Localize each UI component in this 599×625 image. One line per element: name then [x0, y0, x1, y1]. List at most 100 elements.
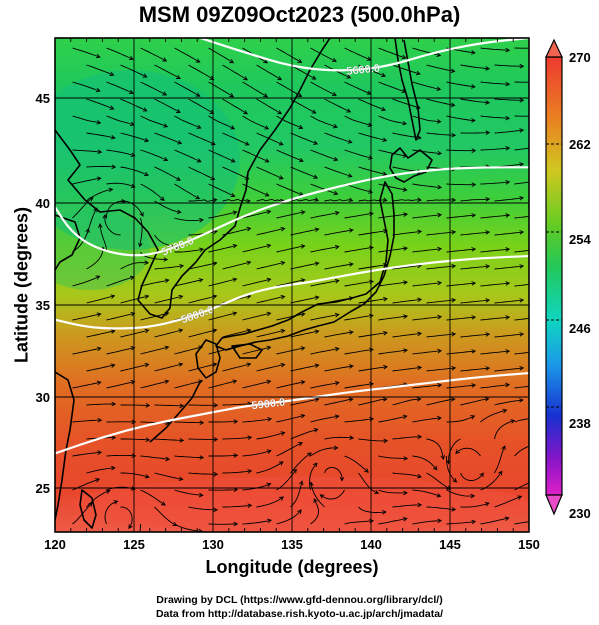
streamline [72, 347, 101, 355]
colorbar-tick-246: 246 [569, 321, 591, 336]
streamline-arrowhead [470, 415, 476, 420]
streamline-arrowhead [501, 445, 506, 451]
streamline-arrowhead [519, 128, 525, 133]
streamline [242, 244, 271, 253]
streamline [256, 329, 285, 338]
streamline-arrowhead [97, 223, 103, 228]
streamline [310, 212, 339, 219]
streamline-arrowhead [437, 348, 443, 354]
streamline-arrowhead [102, 213, 108, 219]
streamline-arrowhead [383, 330, 388, 336]
streamline [256, 132, 284, 146]
streamline [222, 132, 249, 146]
streamline [494, 445, 506, 474]
streamline-arrowhead [314, 363, 320, 368]
streamline [446, 214, 476, 219]
streamline [392, 504, 422, 508]
streamline-arrowhead [199, 455, 205, 460]
streamline [174, 217, 204, 222]
streamline [290, 98, 316, 114]
streamline [378, 315, 408, 321]
streamline [99, 224, 107, 253]
streamline [72, 47, 100, 58]
streamline [344, 455, 369, 473]
streamline-arrowhead [437, 150, 443, 156]
streamline [242, 81, 268, 98]
streamline-arrowhead [540, 114, 544, 118]
streamline [256, 198, 285, 202]
coast-china-south [55, 371, 75, 521]
streamline-arrowhead [374, 489, 380, 495]
streamline-arrowhead [451, 297, 457, 303]
streamline [120, 506, 133, 529]
streamline-arrowhead [300, 346, 306, 351]
streamline [106, 81, 134, 94]
streamline-arrowhead [415, 70, 421, 76]
streamline [480, 181, 510, 185]
streamline-arrowhead [536, 442, 540, 446]
streamline [86, 247, 104, 270]
streamline-arrowhead [519, 230, 525, 235]
streamline [222, 403, 252, 406]
streamline [412, 47, 441, 56]
streamline [446, 115, 475, 121]
streamline-arrowhead [331, 91, 337, 97]
streamline-arrowhead [176, 176, 181, 181]
streamline [494, 64, 524, 67]
streamline-arrowhead [110, 363, 116, 368]
streamline-arrowhead [95, 478, 101, 483]
streamline-arrowhead [402, 414, 408, 420]
streamline-arrowhead [348, 262, 354, 267]
streamline [358, 366, 388, 372]
streamline-arrowhead [403, 490, 408, 496]
streamline-arrowhead [266, 449, 272, 454]
streamline-arrowhead [95, 275, 101, 280]
streamline [174, 183, 200, 200]
streamline [188, 166, 215, 180]
streamline [344, 47, 371, 61]
streamline-arrowhead [144, 260, 150, 266]
streamline [494, 197, 524, 202]
streamline [446, 183, 476, 186]
lat-lon-grid [55, 38, 529, 532]
streamline-arrowhead [266, 243, 272, 249]
streamline-arrowhead [88, 502, 93, 507]
warm-region [70, 477, 529, 532]
contour-5900.0 [55, 371, 529, 455]
streamline [446, 456, 457, 483]
colorbar-tick-262: 262 [569, 137, 591, 152]
streamline [174, 47, 200, 63]
streamline [242, 210, 271, 219]
streamline [324, 331, 353, 338]
streamline-arrowhead [517, 495, 523, 500]
streamline [154, 132, 182, 144]
streamline-arrowhead [244, 141, 250, 146]
streamline-arrowhead [247, 503, 253, 508]
streamline-arrowhead [537, 478, 541, 482]
streamline-arrowhead [278, 461, 284, 466]
x-tick-145: 145 [439, 537, 461, 552]
streamline [310, 498, 320, 525]
streamline-arrowhead [300, 312, 306, 317]
streamline-arrowhead [163, 156, 169, 162]
streamline-arrowhead [484, 501, 490, 507]
streamline-arrowhead [263, 93, 268, 98]
streamline-arrowhead [539, 416, 543, 420]
streamline-arrowhead [278, 141, 284, 146]
streamline-arrowhead [519, 195, 525, 201]
streamline-arrowhead [160, 501, 166, 506]
streamline [174, 346, 203, 355]
streamline [310, 246, 339, 253]
streamline [86, 132, 115, 139]
streamline [392, 398, 421, 406]
streamline [188, 132, 216, 145]
streamline [290, 364, 319, 372]
streamline [276, 442, 303, 457]
streamline [392, 98, 421, 109]
streamline [140, 81, 167, 96]
streamline-arrowhead [172, 521, 178, 526]
streamline [72, 419, 102, 423]
streamline [174, 421, 204, 424]
streamline [242, 519, 272, 525]
streamline [344, 520, 374, 525]
